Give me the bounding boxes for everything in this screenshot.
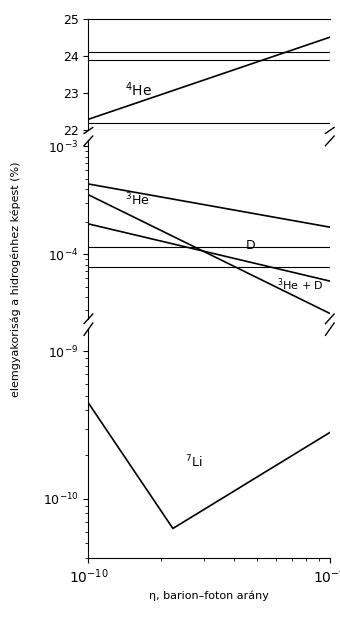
Text: D: D xyxy=(245,239,255,252)
Bar xyxy=(88,123,330,130)
Text: $^7$Li: $^7$Li xyxy=(185,454,202,471)
Text: elemgyakoriság a hidrogénhez képest (%): elemgyakoriság a hidrogénhez képest (%) xyxy=(10,161,20,397)
Text: $^3$He + D: $^3$He + D xyxy=(277,276,324,293)
Bar xyxy=(88,52,330,60)
Text: $^4$He: $^4$He xyxy=(125,80,152,99)
X-axis label: η, barion–foton arány: η, barion–foton arány xyxy=(149,590,269,601)
Bar xyxy=(88,247,330,267)
Text: $^3$He: $^3$He xyxy=(125,192,149,208)
